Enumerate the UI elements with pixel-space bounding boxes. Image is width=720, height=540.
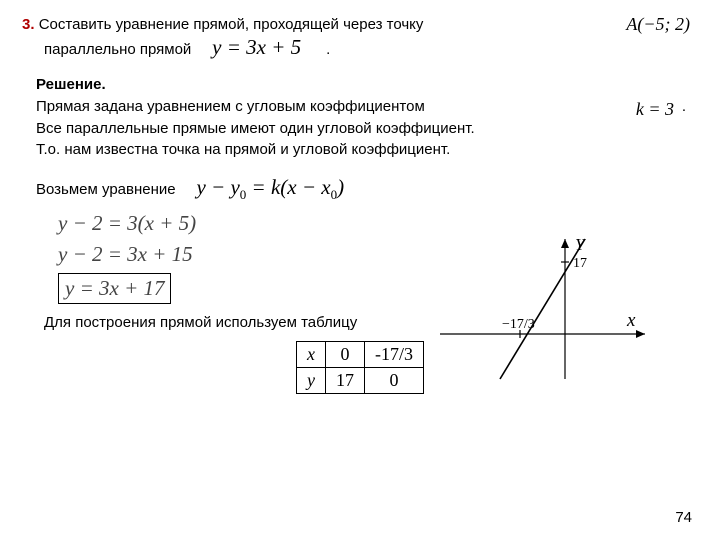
svg-text:17: 17 (573, 256, 587, 271)
svg-text:Y: Y (575, 235, 586, 254)
problem-number: 3. (22, 16, 35, 33)
point-A: A(−5; 2) (626, 14, 690, 35)
tbl-x-1: -17/3 (365, 342, 424, 368)
problem-line-2: параллельно прямой y = 3x + 5 . (22, 35, 698, 60)
problem-text-2: параллельно прямой (44, 41, 191, 58)
slope-k: k = 3 (636, 96, 674, 122)
solution-line-2: Все параллельные прямые имеют один углов… (36, 118, 698, 140)
take-line: Возьмем уравнение y − y0 = k(x − x0) (36, 175, 698, 203)
tbl-y-1: 0 (365, 368, 424, 394)
solution-label: Решение. (36, 74, 698, 96)
svg-text:−17/3: −17/3 (502, 317, 535, 332)
tbl-y-0: 17 (326, 368, 365, 394)
solution-line-3: Т.о. нам известна точка на прямой и угло… (36, 139, 698, 161)
svg-text:x: x (626, 310, 636, 331)
dot: . (326, 41, 330, 58)
problem-text-1: Составить уравнение прямой, проходящей ч… (39, 16, 424, 33)
tbl-x-label: x (297, 342, 326, 368)
tbl-x-0: 0 (326, 342, 365, 368)
final-equation: y = 3x + 17 (58, 273, 171, 304)
problem-line-1: 3. Составить уравнение прямой, проходяще… (22, 16, 698, 33)
given-equation: y = 3x + 5 (212, 35, 301, 59)
line-plot: Yx 17 −17/3 (420, 234, 650, 388)
page-number: 74 (675, 509, 692, 526)
solution-block: Решение. Прямая задана уравнением с угло… (36, 74, 698, 161)
plot-svg: Yx 17 −17/3 (420, 234, 650, 384)
points-table: x 0 -17/3 y 17 0 (296, 341, 424, 394)
eq-1: y − 2 = 3(x + 5) (58, 211, 698, 236)
tbl-y-label: y (297, 368, 326, 394)
point-slope-formula: y − y0 = k(x − x0) (196, 175, 344, 199)
solution-line-1: Прямая задана уравнением с угловым коэфф… (36, 96, 698, 118)
